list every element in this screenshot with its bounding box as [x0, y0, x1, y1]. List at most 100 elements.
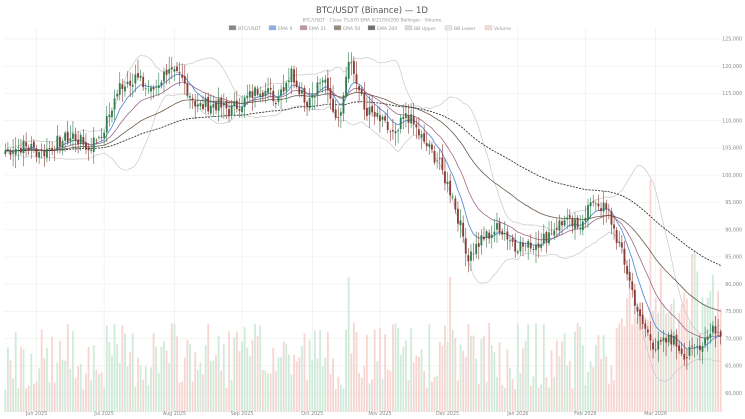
- volume-bar: [641, 302, 644, 412]
- candle-body: [423, 133, 426, 142]
- volume-bar: [25, 388, 28, 412]
- volume-bar: [389, 371, 392, 412]
- volume-bar: [79, 363, 82, 412]
- volume-bar: [306, 380, 308, 412]
- candle-body: [264, 90, 267, 96]
- volume-bar: [355, 332, 358, 412]
- volume-bar: [719, 308, 722, 412]
- candle-body: [415, 124, 418, 128]
- candle-body: [464, 238, 467, 254]
- candle-body: [199, 103, 202, 107]
- volume-bar: [433, 376, 436, 412]
- volume-bar: [303, 333, 306, 412]
- volume-bar: [64, 360, 67, 412]
- legend-swatch: [268, 25, 277, 31]
- volume-bar: [300, 346, 303, 412]
- volume-bar: [436, 375, 439, 412]
- candle-body: [178, 72, 181, 74]
- volume-bar: [209, 361, 212, 412]
- candle-body: [649, 334, 652, 341]
- volume-bar: [626, 298, 628, 412]
- volume-bar: [579, 326, 582, 412]
- candle-body: [561, 221, 563, 226]
- legend-label: BTC/USDT: [238, 26, 261, 32]
- volume-bar: [126, 366, 129, 412]
- volume-bar: [665, 313, 667, 412]
- candle-body: [685, 357, 688, 359]
- candle-body: [342, 95, 345, 114]
- candle-body: [33, 141, 35, 148]
- candle-body: [204, 98, 207, 107]
- candle-body: [368, 106, 371, 115]
- candle-body: [150, 87, 152, 92]
- candle-body: [183, 76, 186, 84]
- x-tick-label: Oct 2025: [301, 411, 323, 417]
- candle-body: [631, 281, 634, 290]
- volume-bar: [61, 359, 64, 412]
- candle-body: [433, 150, 436, 163]
- volume-bar: [454, 337, 457, 412]
- candle-body: [155, 86, 158, 88]
- candle-body: [126, 81, 129, 85]
- candle-body: [568, 215, 571, 218]
- candle-body: [397, 130, 400, 132]
- candle-body: [589, 202, 592, 207]
- volume-bar: [163, 341, 165, 412]
- volume-bar: [90, 380, 93, 412]
- volume-bar: [511, 379, 514, 412]
- volume-bar: [672, 298, 675, 412]
- volume-bar: [19, 346, 22, 412]
- candle-body: [300, 90, 303, 94]
- candle-body: [680, 348, 683, 354]
- candle-body: [209, 105, 212, 114]
- candle-body: [113, 98, 116, 110]
- candle-body: [324, 79, 327, 83]
- volume-bar: [178, 382, 181, 412]
- volume-bar: [261, 369, 264, 412]
- volume-bar: [152, 332, 155, 412]
- candle-body: [467, 255, 470, 262]
- candle-body: [230, 104, 233, 116]
- candle-body: [418, 129, 420, 136]
- candle-body: [293, 69, 295, 83]
- candle-body: [441, 157, 444, 170]
- candle-body: [535, 244, 537, 251]
- candle-body: [457, 208, 459, 224]
- volume-bar: [30, 353, 33, 412]
- volume-bar: [540, 384, 543, 412]
- volume-bar: [633, 312, 636, 412]
- candle-body: [352, 61, 355, 74]
- volume-bar: [121, 325, 124, 412]
- volume-bar: [441, 345, 444, 412]
- volume-bar: [259, 325, 262, 412]
- volume-bar: [365, 334, 368, 412]
- legend-label: BB Upper: [414, 26, 436, 32]
- candle-body: [566, 217, 569, 220]
- candle-body: [654, 349, 657, 351]
- volume-bar: [334, 389, 337, 412]
- volume-bar: [574, 331, 576, 412]
- volume-bar: [168, 362, 171, 412]
- volume-bar: [85, 373, 87, 412]
- candle-body: [449, 180, 452, 196]
- volume-bar: [386, 369, 389, 412]
- candle-body: [610, 211, 613, 225]
- candle-body: [399, 117, 402, 129]
- candle-body: [532, 248, 535, 250]
- volume-bar: [326, 332, 329, 412]
- volume-bar: [254, 323, 256, 412]
- candle-body: [506, 231, 509, 240]
- volume-bar: [113, 324, 116, 412]
- volume-bar: [537, 387, 540, 412]
- y-tick-label: 115,000: [722, 91, 742, 97]
- volume-bar: [605, 356, 608, 412]
- x-tick-label: Jul 2025: [93, 411, 114, 417]
- volume-bar: [233, 337, 236, 412]
- candle-body: [594, 203, 597, 205]
- candle-body: [392, 130, 394, 132]
- volume-bar: [464, 356, 467, 412]
- candle-body: [607, 209, 610, 211]
- candle-body: [157, 85, 160, 88]
- volume-bar: [142, 379, 145, 412]
- y-tick-label: 90,000: [725, 227, 742, 233]
